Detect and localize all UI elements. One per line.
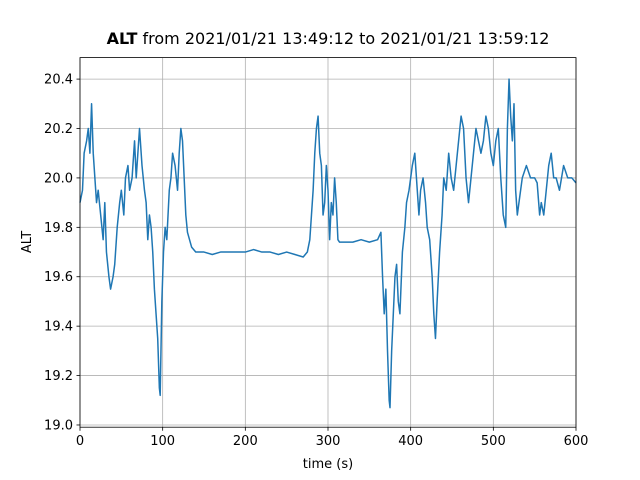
- y-tick-label: 19.4: [44, 320, 73, 335]
- y-tick-label: 20.0: [44, 171, 73, 186]
- y-tick-label: 19.0: [44, 418, 73, 433]
- x-tick-label: 600: [564, 434, 589, 449]
- x-tick-label: 400: [398, 434, 423, 449]
- x-tick-label: 300: [316, 434, 341, 449]
- y-axis-label: ALT: [20, 231, 35, 253]
- y-tick-label: 19.2: [44, 369, 73, 384]
- y-tick-label: 19.6: [44, 270, 73, 285]
- title-range: from 2021/01/21 13:49:12 to 2021/01/21 1…: [143, 29, 550, 48]
- x-tick-label: 200: [233, 434, 258, 449]
- chart-title: ALT from 2021/01/21 13:49:12 to 2021/01/…: [107, 29, 550, 48]
- data-line: [79, 78, 577, 409]
- y-tick-label: 19.8: [44, 221, 73, 236]
- x-tick-label: 500: [481, 434, 506, 449]
- x-tick-label: 100: [150, 434, 175, 449]
- y-tick-label: 20.2: [44, 122, 73, 137]
- plot-frame: [79, 57, 577, 428]
- x-tick-label: 0: [76, 434, 84, 449]
- title-variable: ALT: [107, 29, 138, 48]
- y-tick-label: 20.4: [44, 73, 73, 88]
- x-axis-label: time (s): [303, 457, 353, 472]
